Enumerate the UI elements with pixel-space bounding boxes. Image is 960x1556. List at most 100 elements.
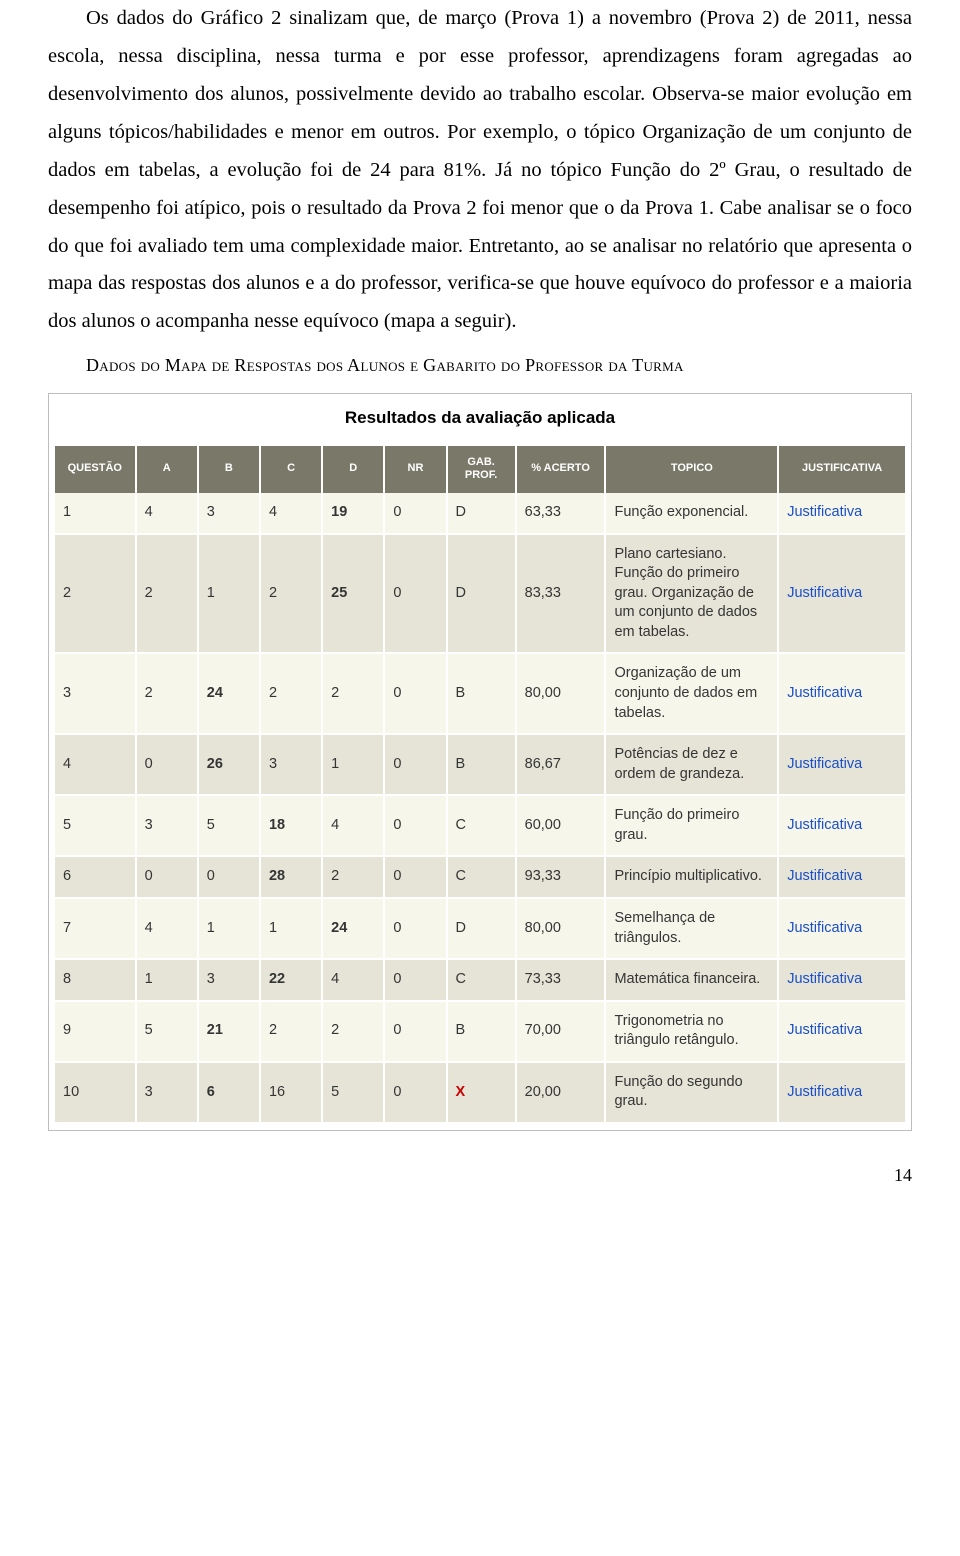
cell-gab: C xyxy=(447,959,516,1001)
cell-gab: C xyxy=(447,795,516,856)
table-row: 1434190D63,33Função exponencial.Justific… xyxy=(55,493,905,534)
cell-d: 2 xyxy=(322,856,384,898)
cell-b: 21 xyxy=(198,1001,260,1062)
cell-a: 0 xyxy=(136,734,198,795)
page-number: 14 xyxy=(0,1151,960,1186)
justificativa-link[interactable]: Justificativa xyxy=(787,504,862,520)
cell-c: 2 xyxy=(260,1001,322,1062)
cell-justificativa: Justificativa xyxy=(778,493,905,534)
table-row: 4026310B86,67Potências de dez e ordem de… xyxy=(55,734,905,795)
cell-pct: 73,33 xyxy=(516,959,606,1001)
cell-nr: 0 xyxy=(384,734,446,795)
cell-nr: 0 xyxy=(384,795,446,856)
cell-b: 3 xyxy=(198,959,260,1001)
cell-topico: Princípio multiplicativo. xyxy=(605,856,778,898)
cell-b: 1 xyxy=(198,534,260,654)
cell-questao: 10 xyxy=(55,1062,136,1123)
cell-d: 1 xyxy=(322,734,384,795)
table-row: 6002820C93,33Princípio multiplicativo.Ju… xyxy=(55,856,905,898)
cell-nr: 0 xyxy=(384,653,446,734)
table-row: 2212250D83,33Plano cartesiano. Função do… xyxy=(55,534,905,654)
cell-a: 5 xyxy=(136,1001,198,1062)
cell-justificativa: Justificativa xyxy=(778,1062,905,1123)
table-row: 9521220B70,00Trigonometria no triângulo … xyxy=(55,1001,905,1062)
col-just: JUSTIFICATIVA xyxy=(778,446,905,494)
cell-justificativa: Justificativa xyxy=(778,959,905,1001)
col-pct: % ACERTO xyxy=(516,446,606,494)
cell-pct: 70,00 xyxy=(516,1001,606,1062)
table-row: 7411240D80,00Semelhança de triângulos.Ju… xyxy=(55,898,905,959)
cell-c: 4 xyxy=(260,493,322,534)
cell-nr: 0 xyxy=(384,959,446,1001)
cell-c: 2 xyxy=(260,653,322,734)
cell-c: 3 xyxy=(260,734,322,795)
col-questao: QUESTÃO xyxy=(55,446,136,494)
cell-topico: Função do primeiro grau. xyxy=(605,795,778,856)
cell-gab: B xyxy=(447,653,516,734)
justificativa-link[interactable]: Justificativa xyxy=(787,1084,862,1100)
cell-nr: 0 xyxy=(384,898,446,959)
cell-b: 24 xyxy=(198,653,260,734)
cell-c: 18 xyxy=(260,795,322,856)
cell-nr: 0 xyxy=(384,534,446,654)
justificativa-link[interactable]: Justificativa xyxy=(787,1022,862,1038)
justificativa-link[interactable]: Justificativa xyxy=(787,868,862,884)
cell-gab: B xyxy=(447,734,516,795)
table-row: 5351840C60,00Função do primeiro grau.Jus… xyxy=(55,795,905,856)
cell-topico: Função exponencial. xyxy=(605,493,778,534)
cell-nr: 0 xyxy=(384,1062,446,1123)
cell-pct: 80,00 xyxy=(516,898,606,959)
cell-pct: 93,33 xyxy=(516,856,606,898)
justificativa-link[interactable]: Justificativa xyxy=(787,756,862,772)
cell-pct: 20,00 xyxy=(516,1062,606,1123)
cell-b: 1 xyxy=(198,898,260,959)
cell-a: 2 xyxy=(136,534,198,654)
cell-topico: Organização de um conjunto de dados em t… xyxy=(605,653,778,734)
cell-b: 3 xyxy=(198,493,260,534)
cell-b: 5 xyxy=(198,795,260,856)
cell-justificativa: Justificativa xyxy=(778,898,905,959)
justificativa-link[interactable]: Justificativa xyxy=(787,685,862,701)
col-topico: TOPICO xyxy=(605,446,778,494)
cell-a: 1 xyxy=(136,959,198,1001)
cell-pct: 83,33 xyxy=(516,534,606,654)
justificativa-link[interactable]: Justificativa xyxy=(787,971,862,987)
table-title: Resultados da avaliação aplicada xyxy=(55,408,905,428)
cell-c: 2 xyxy=(260,534,322,654)
cell-questao: 5 xyxy=(55,795,136,856)
cell-a: 4 xyxy=(136,898,198,959)
cell-d: 4 xyxy=(322,795,384,856)
col-gab: GAB. PROF. xyxy=(447,446,516,494)
cell-pct: 86,67 xyxy=(516,734,606,795)
cell-c: 16 xyxy=(260,1062,322,1123)
justificativa-link[interactable]: Justificativa xyxy=(787,817,862,833)
cell-justificativa: Justificativa xyxy=(778,534,905,654)
cell-questao: 6 xyxy=(55,856,136,898)
cell-d: 25 xyxy=(322,534,384,654)
cell-topico: Trigonometria no triângulo retângulo. xyxy=(605,1001,778,1062)
header-row: QUESTÃO A B C D NR GAB. PROF. % ACERTO T… xyxy=(55,446,905,494)
col-b: B xyxy=(198,446,260,494)
results-table-wrapper: Resultados da avaliação aplicada QUESTÃO… xyxy=(48,393,912,1131)
table-row: 10361650X20,00Função do segundo grau.Jus… xyxy=(55,1062,905,1123)
cell-d: 4 xyxy=(322,959,384,1001)
cell-questao: 2 xyxy=(55,534,136,654)
cell-justificativa: Justificativa xyxy=(778,1001,905,1062)
col-a: A xyxy=(136,446,198,494)
cell-questao: 7 xyxy=(55,898,136,959)
cell-questao: 4 xyxy=(55,734,136,795)
col-c: C xyxy=(260,446,322,494)
cell-topico: Plano cartesiano. Função do primeiro gra… xyxy=(605,534,778,654)
cell-justificativa: Justificativa xyxy=(778,653,905,734)
cell-d: 5 xyxy=(322,1062,384,1123)
cell-nr: 0 xyxy=(384,493,446,534)
cell-justificativa: Justificativa xyxy=(778,856,905,898)
cell-nr: 0 xyxy=(384,1001,446,1062)
cell-b: 6 xyxy=(198,1062,260,1123)
cell-justificativa: Justificativa xyxy=(778,795,905,856)
justificativa-link[interactable]: Justificativa xyxy=(787,920,862,936)
cell-topico: Função do segundo grau. xyxy=(605,1062,778,1123)
cell-questao: 3 xyxy=(55,653,136,734)
cell-gab: D xyxy=(447,898,516,959)
justificativa-link[interactable]: Justificativa xyxy=(787,585,862,601)
